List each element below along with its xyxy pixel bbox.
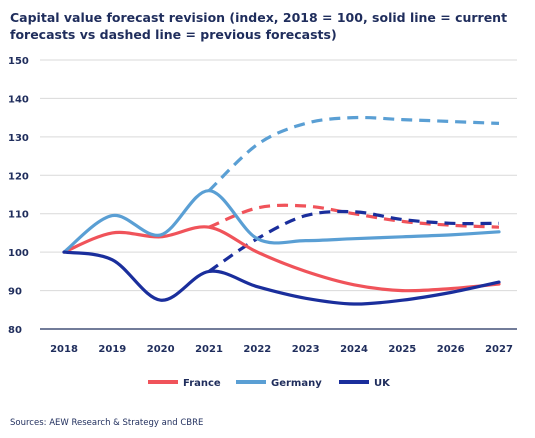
series-lines bbox=[62, 115, 501, 306]
y-axis: 80 90 100 110 120 130 140 150 bbox=[8, 56, 29, 336]
x-tick-label: 2020 bbox=[147, 344, 175, 355]
x-tick-label: 2023 bbox=[292, 344, 320, 355]
y-tick-label: 90 bbox=[8, 287, 22, 298]
source-note: Sources: AEW Research & Strategy and CBR… bbox=[10, 418, 204, 428]
x-tick-label: 2022 bbox=[243, 344, 271, 355]
y-tick-label: 130 bbox=[8, 133, 29, 144]
x-tick-label: 2025 bbox=[388, 344, 416, 355]
x-tick-label: 2018 bbox=[50, 344, 78, 355]
chart-title: Capital value forecast revision (index, … bbox=[10, 10, 508, 42]
series-line-germany-dashed bbox=[207, 115, 500, 192]
y-tick-label: 80 bbox=[8, 325, 22, 336]
legend-label-germany: Germany bbox=[271, 378, 322, 389]
y-tick-label: 110 bbox=[8, 210, 29, 221]
x-tick-label: 2027 bbox=[485, 344, 513, 355]
legend-label-uk: UK bbox=[374, 378, 391, 389]
series-line-france-dashed bbox=[208, 203, 500, 229]
y-tick-label: 150 bbox=[8, 56, 29, 67]
series-line-france-solid bbox=[62, 225, 501, 293]
series-line-uk-dashed bbox=[208, 209, 500, 273]
x-tick-label: 2021 bbox=[195, 344, 223, 355]
x-tick-label: 2026 bbox=[437, 344, 465, 355]
series-line-uk-solid bbox=[62, 250, 501, 306]
y-tick-label: 140 bbox=[8, 94, 29, 105]
legend-label-france: France bbox=[183, 378, 221, 389]
x-tick-label: 2019 bbox=[98, 344, 126, 355]
legend: France Germany UK bbox=[148, 378, 391, 389]
x-axis: 2018 2019 2020 2021 2022 2023 2024 2025 2026 2027 bbox=[50, 344, 513, 355]
y-tick-label: 120 bbox=[8, 171, 29, 182]
x-tick-label: 2024 bbox=[340, 344, 368, 355]
y-tick-label: 100 bbox=[8, 248, 29, 259]
series-line-germany-solid bbox=[62, 189, 501, 254]
